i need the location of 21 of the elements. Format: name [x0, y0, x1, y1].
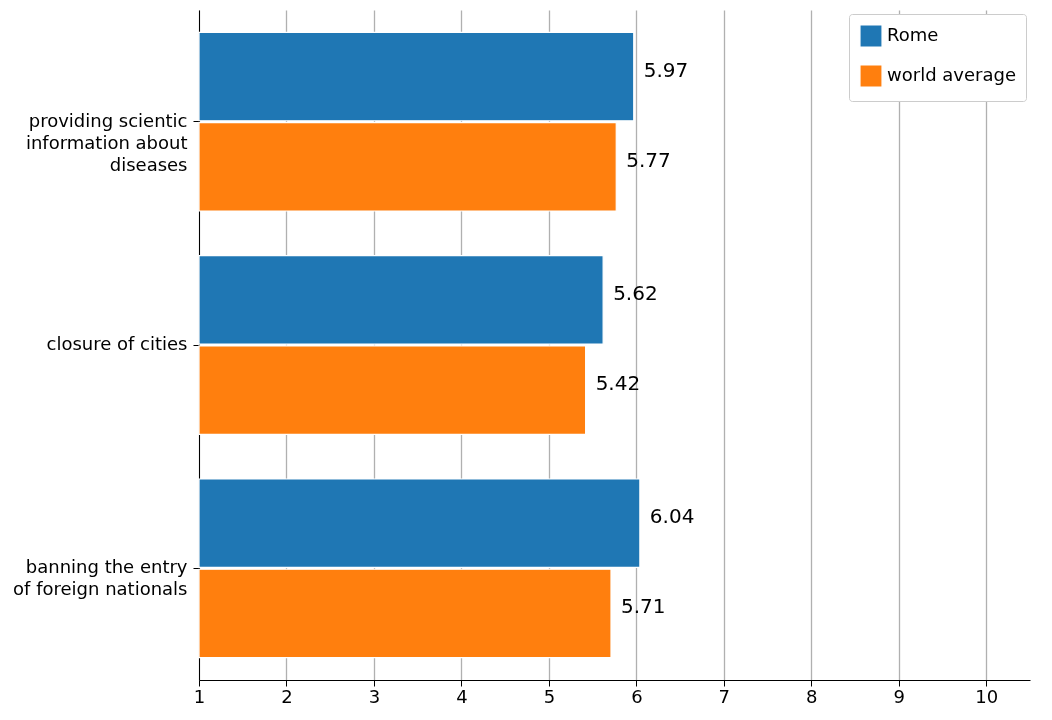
x-tick-label: 3: [368, 685, 381, 707]
legend-label: world average: [887, 64, 1016, 85]
data-label: 5.71: [621, 594, 666, 619]
x-tick-label: 8: [806, 685, 818, 707]
y-tick-label: banning the entry of foreign nationals: [13, 556, 188, 600]
x-tick-label: 7: [718, 685, 731, 707]
legend-label: Rome: [887, 24, 939, 45]
data-label: 5.97: [643, 57, 689, 82]
data-label: 5.42: [595, 371, 641, 396]
y-tick-label: closure of cities: [46, 333, 188, 354]
data-label: 5.77: [626, 147, 671, 172]
data-label: 6.04: [649, 504, 695, 529]
x-tick-label: 5: [543, 685, 556, 707]
x-tick-label: 10: [975, 685, 999, 707]
x-tick-label: 9: [893, 685, 906, 707]
x-tick-label: 6: [631, 685, 643, 707]
x-tick-label: 2: [281, 685, 293, 707]
x-tick-label: 4: [456, 685, 468, 707]
data-label: 5.62: [613, 280, 658, 305]
x-tick-label: 1: [193, 685, 206, 707]
y-tick-label: providing scientic information about diseases: [25, 109, 188, 175]
